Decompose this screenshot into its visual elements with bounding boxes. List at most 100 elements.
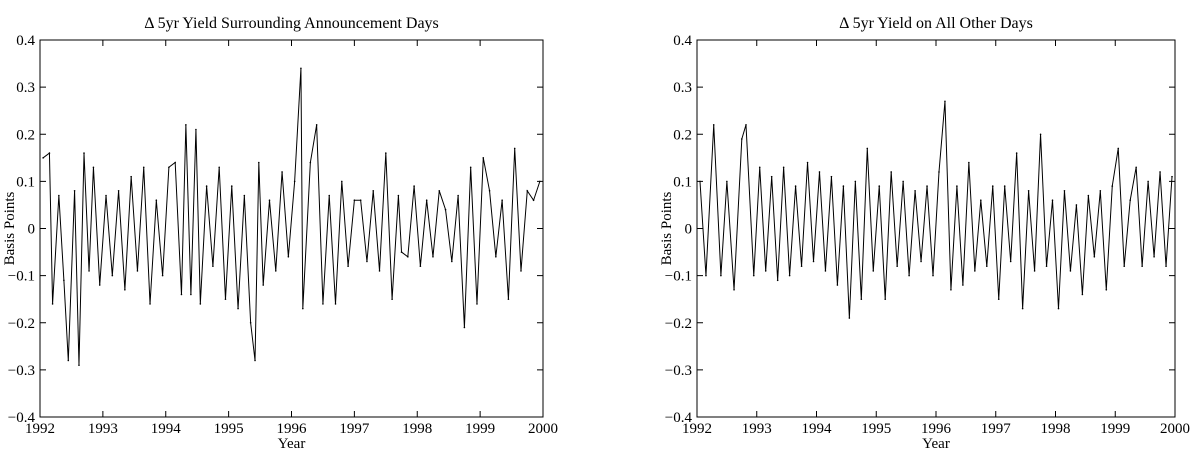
y-tick-label: −0.1 [8,269,35,285]
data-point [328,194,331,197]
data-point [1117,147,1120,150]
data-point [397,194,400,197]
data-point [268,199,271,202]
data-point [1027,190,1030,192]
data-point [124,288,126,291]
data-point [451,260,453,263]
data-point [341,180,343,183]
data-point [539,180,541,183]
data-point [1033,270,1036,272]
data-point [359,199,362,202]
data-point [991,185,994,187]
data-point [526,190,529,192]
data-point [58,194,60,197]
x-tick-label: 1997 [339,421,370,437]
data-point [812,260,815,263]
data-point [513,147,516,150]
data-point [720,274,722,277]
data-point [73,190,76,192]
data-point [733,288,735,291]
data-point [1123,265,1126,268]
data-point [884,298,887,300]
data-point [142,166,145,169]
data-point [476,303,478,305]
y-tick-label: 0.2 [673,127,692,143]
data-point [302,307,304,310]
data-point [322,303,324,305]
y-tick-label: −0.2 [665,316,692,332]
data-point [237,307,239,310]
data-point [860,298,863,300]
data-point [419,265,422,268]
chart-announcement-days: Δ 5yr Yield Surrounding Announcement Day… [2,15,558,452]
data-point [224,298,227,300]
data-point [938,171,940,173]
x-tick-label: 1998 [402,421,432,437]
data-point [378,270,381,272]
data-point [997,298,1000,300]
data-point [1171,175,1173,178]
x-axis-label: Year [922,436,950,452]
data-point [1039,133,1042,136]
data-point [1093,255,1096,258]
data-point [872,270,875,272]
data-point [878,185,881,187]
data-point [212,265,214,268]
data-point [699,180,701,183]
data-point [926,185,928,187]
data-point [1141,265,1143,268]
data-point [42,157,44,159]
data-point [974,270,976,272]
series-line [699,101,1173,319]
data-point [806,161,809,164]
data-point [205,185,208,187]
data-point [385,152,387,154]
x-tick-label: 1992 [682,421,712,437]
data-point [866,147,869,150]
data-point [117,190,120,192]
data-point [469,166,472,169]
data-point [300,67,302,70]
data-point [1135,166,1137,169]
data-point [432,255,434,258]
data-point [520,270,522,272]
data-point [1111,185,1114,187]
data-point [1087,194,1090,197]
x-tick-label: 1996 [277,421,308,437]
chart-title: Δ 5yr Yield Surrounding Announcement Day… [144,15,439,32]
x-tick-label: 1993 [88,421,118,437]
data-point [745,124,747,126]
data-point [794,185,797,187]
data-point [180,293,183,296]
data-point [1051,199,1054,202]
data-point [309,161,312,164]
data-point [726,180,728,183]
y-tick-label: 0.4 [673,33,692,49]
data-point [980,199,982,202]
data-point [1159,171,1161,173]
x-tick-label: 1994 [802,421,833,437]
data-point [185,124,187,126]
data-point [1009,260,1012,263]
data-point [782,166,785,169]
data-point [968,161,970,164]
data-point [985,265,988,268]
data-point [51,303,54,305]
data-point [243,194,246,197]
data-point [830,175,833,178]
y-tick-label: 0.3 [16,80,35,96]
data-point [1015,152,1018,154]
x-tick-label: 1997 [981,421,1012,437]
data-point [908,274,910,277]
data-point [1099,190,1102,192]
x-tick-label: 2000 [1160,421,1190,437]
data-point [98,284,101,286]
x-tick-label: 1995 [214,421,244,437]
data-point [111,274,114,277]
y-tick-label: 0.1 [16,174,35,190]
data-point [258,161,260,164]
y-tick-label: 0 [28,222,36,238]
data-point [495,255,497,258]
data-point [274,270,277,272]
data-point [914,190,916,192]
